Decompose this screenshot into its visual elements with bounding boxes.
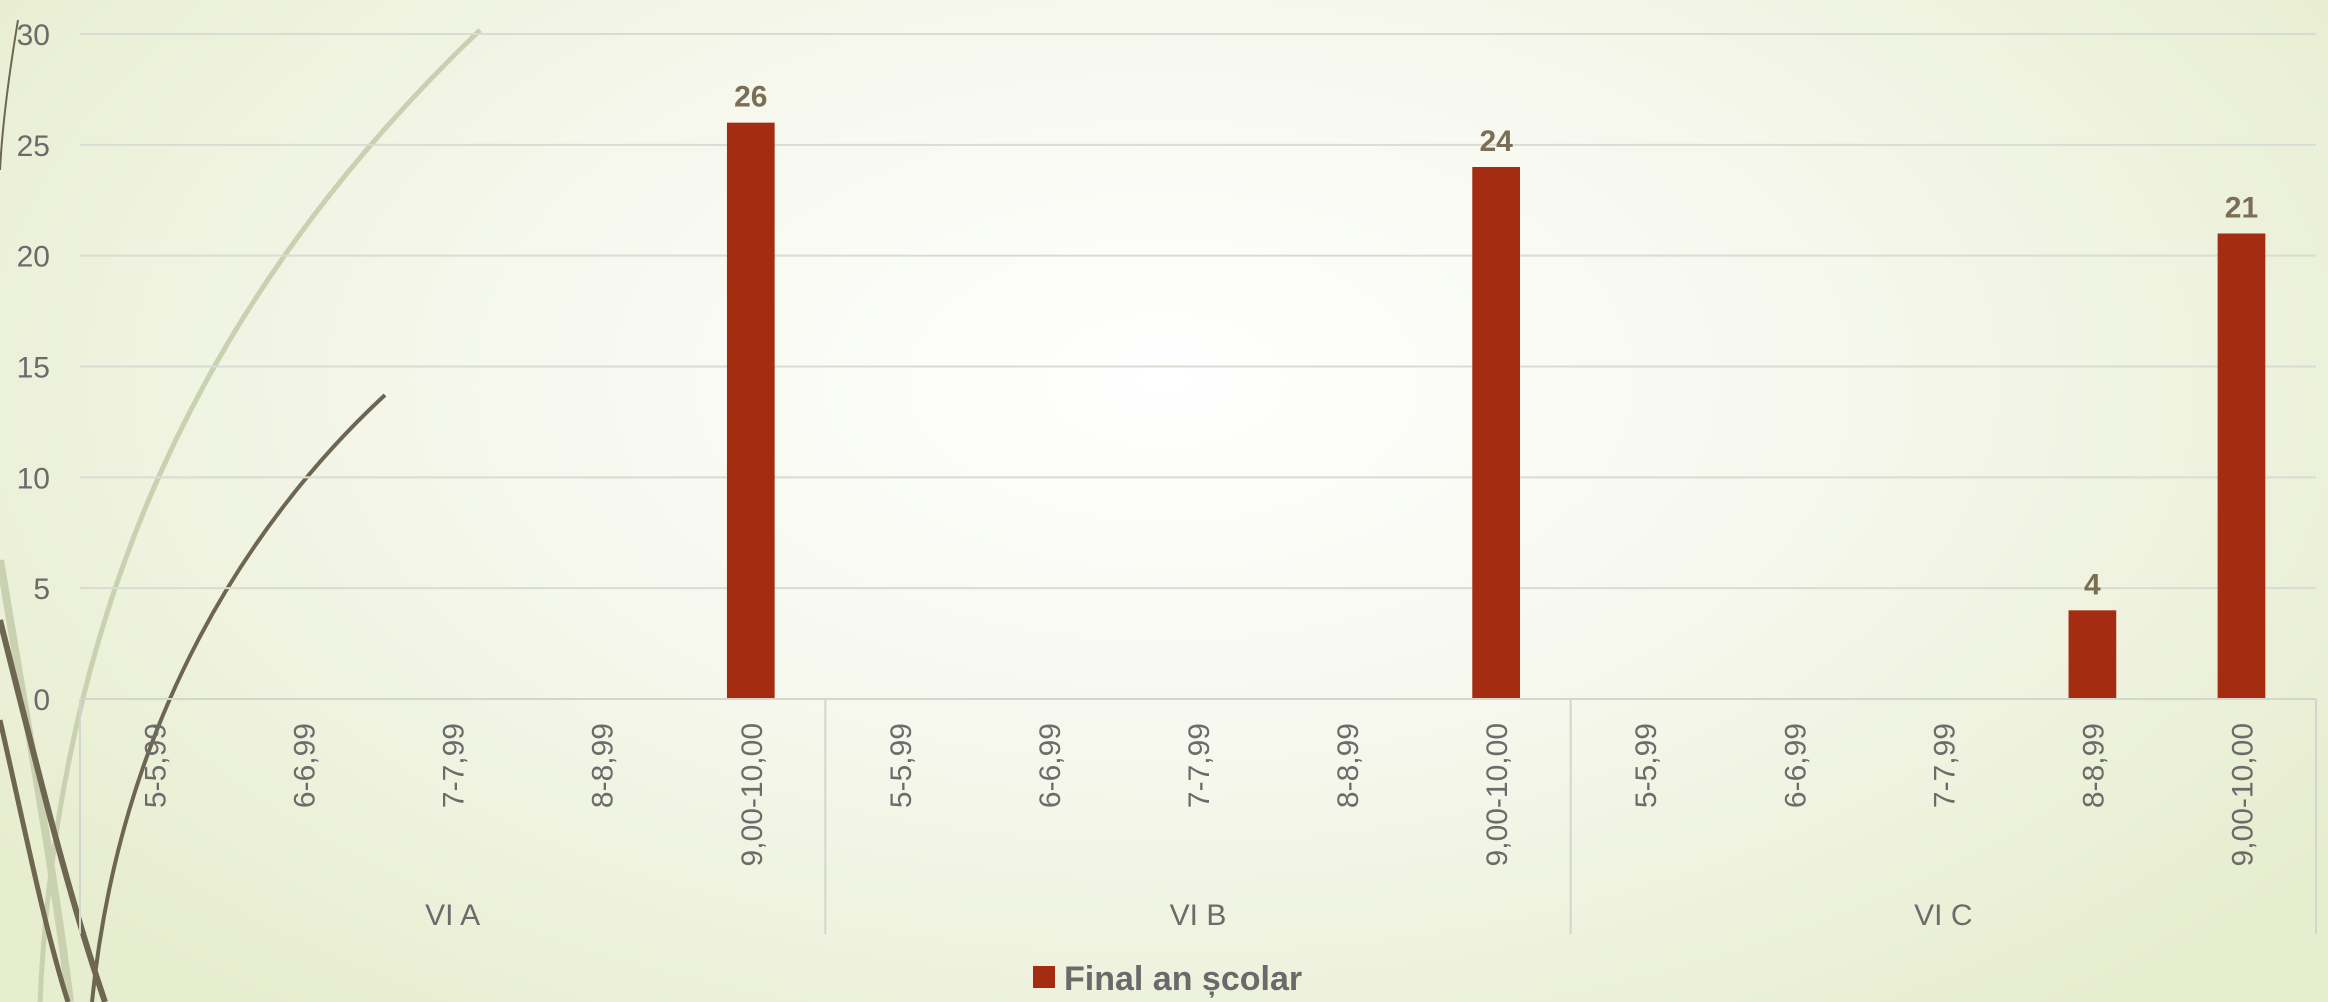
group-label: VI B: [1170, 899, 1227, 932]
x-tick-label: 7-7,99: [1928, 723, 1961, 808]
decorative-curves: [0, 19, 482, 1002]
y-tick-label: 25: [17, 130, 50, 163]
group-label: VI A: [425, 899, 480, 932]
gridlines: [80, 33, 2316, 590]
x-tick-label: 9,00-10,00: [1481, 723, 1514, 866]
y-tick-label: 5: [33, 573, 50, 606]
data-labels: 26 24 4 21: [734, 81, 2258, 602]
x-tick-label: 8-8,99: [587, 723, 620, 808]
data-label: 21: [2225, 192, 2258, 225]
decor-curve-dark-4: [0, 19, 19, 171]
data-label: 26: [734, 81, 767, 114]
x-tick-label: 9,00-10,00: [736, 723, 769, 866]
data-label: 4: [2084, 568, 2101, 601]
bar: [726, 122, 775, 699]
y-tick-label: 10: [17, 462, 50, 495]
data-label: 24: [1479, 125, 1513, 158]
decor-curve-light-1: [37, 28, 482, 1002]
y-axis-ticks: 0 5 10 15 20 25 30: [17, 19, 50, 717]
x-tick-label: 8-8,99: [2077, 723, 2110, 808]
decor-curve-dark-3: [0, 719, 71, 1002]
legend-label: Final an școlar: [1064, 960, 1302, 998]
bar: [1472, 167, 1520, 699]
x-tick-label: 5-5,99: [1630, 723, 1663, 808]
bar: [2068, 610, 2117, 699]
legend: Final an școlar: [1033, 960, 1302, 998]
bar: [2217, 233, 2266, 699]
x-tick-label: 7-7,99: [1183, 723, 1216, 808]
y-tick-label: 20: [17, 241, 50, 274]
decor-curve-dark-2: [0, 619, 108, 1002]
x-tick-label: 6-6,99: [1034, 723, 1067, 808]
decor-curve-light-2: [0, 559, 74, 1002]
x-tick-label: 7-7,99: [438, 723, 471, 808]
y-tick-label: 0: [33, 684, 50, 717]
decor-curve-dark-1: [90, 393, 387, 1002]
y-tick-label: 30: [17, 19, 50, 52]
y-tick-label: 15: [17, 352, 50, 385]
x-tick-label: 5-5,99: [885, 723, 918, 808]
x-tick-label: 9,00-10,00: [2226, 723, 2259, 866]
x-tick-label: 8-8,99: [1332, 723, 1365, 808]
x-axis: 5-5,99 6-6,99 7-7,99 8-8,99 9,00-10,00 VI A 5-…: [79, 698, 2317, 934]
x-tick-label: 6-6,99: [1779, 723, 1812, 808]
bars: [726, 122, 2266, 699]
group-label: VI C: [1914, 899, 1972, 932]
x-tick-label: 5-5,99: [140, 723, 173, 808]
x-tick-label: 6-6,99: [289, 723, 322, 808]
legend-swatch: [1033, 966, 1055, 988]
